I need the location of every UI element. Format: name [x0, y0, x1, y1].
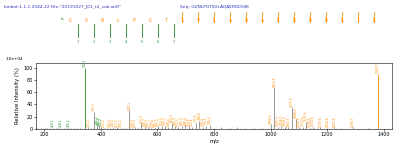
- Text: 285.1: 285.1: [66, 118, 70, 127]
- Text: 430.2: 430.2: [108, 118, 112, 127]
- Text: 470.2: 470.2: [119, 118, 123, 127]
- Text: 614.3: 614.3: [160, 116, 164, 125]
- Text: D: D: [324, 18, 328, 23]
- Text: 258.1: 258.1: [59, 118, 63, 127]
- Text: G: G: [340, 18, 344, 23]
- Text: 698.4: 698.4: [183, 116, 187, 125]
- Text: 650.3: 650.3: [170, 114, 174, 122]
- Text: Seq: GVNLPGTSVLAQAERDDGIK: Seq: GVNLPGTSVLAQAERDDGIK: [180, 5, 249, 9]
- Text: 1025.5: 1025.5: [276, 116, 280, 126]
- Text: 393.2: 393.2: [97, 116, 101, 125]
- Text: E: E: [276, 18, 280, 23]
- Text: 578.3: 578.3: [149, 118, 153, 127]
- Text: 1113.6: 1113.6: [301, 116, 305, 126]
- Text: A: A: [260, 18, 264, 23]
- Text: 1225.6: 1225.6: [332, 116, 336, 127]
- Text: L: L: [116, 18, 120, 23]
- Text: 1050.5: 1050.5: [283, 115, 287, 126]
- Text: 1125.6: 1125.6: [304, 111, 308, 121]
- Text: 3: 3: [109, 40, 111, 44]
- Text: V: V: [196, 18, 200, 23]
- Text: 626.3: 626.3: [163, 117, 167, 125]
- Text: 672.3: 672.3: [176, 117, 180, 126]
- Text: 457.2: 457.2: [115, 118, 119, 127]
- Text: 443.2: 443.2: [111, 117, 115, 126]
- Text: 590.3: 590.3: [153, 118, 157, 127]
- Text: 710.4: 710.4: [187, 117, 191, 126]
- Text: V: V: [84, 18, 88, 23]
- Text: R: R: [292, 18, 296, 23]
- Text: D: D: [308, 18, 312, 23]
- Text: Ionbot:1.1.1.2044.22 File:"20191027_J01_t2_cab.wiff": Ionbot:1.1.1.2044.22 File:"20191027_J01_…: [4, 5, 121, 9]
- Text: 1075.5: 1075.5: [290, 96, 294, 107]
- Text: 785.4: 785.4: [208, 116, 212, 124]
- Text: P: P: [132, 18, 136, 23]
- Text: 543.3: 543.3: [140, 114, 144, 123]
- Text: G: G: [148, 18, 152, 23]
- Text: S: S: [180, 18, 184, 23]
- Text: 760.4: 760.4: [201, 117, 205, 126]
- Text: 556.3: 556.3: [143, 117, 147, 126]
- Text: K: K: [372, 18, 376, 23]
- Text: b: b: [61, 17, 63, 21]
- Text: 1: 1: [77, 40, 79, 44]
- Text: 735.4: 735.4: [194, 113, 198, 122]
- Text: 1150.6: 1150.6: [311, 116, 315, 126]
- Text: 385.2: 385.2: [95, 115, 99, 124]
- Text: 601.3: 601.3: [156, 117, 160, 126]
- Text: 1088.6: 1088.6: [294, 108, 298, 118]
- Text: 685.4: 685.4: [180, 116, 184, 125]
- Text: 375.2: 375.2: [92, 102, 96, 111]
- Y-axis label: Relative Intensity (%): Relative Intensity (%): [15, 67, 20, 124]
- Text: 1138.6: 1138.6: [308, 116, 312, 127]
- Text: Q: Q: [244, 18, 248, 23]
- Text: 748.4: 748.4: [198, 112, 202, 120]
- Text: 229.1: 229.1: [51, 118, 55, 127]
- Text: A: A: [228, 18, 232, 23]
- Text: T: T: [164, 18, 168, 23]
- Text: 1380.7: 1380.7: [376, 63, 380, 73]
- Text: 5: 5: [141, 40, 143, 44]
- Text: 7: 7: [173, 40, 175, 44]
- Text: 1038.5: 1038.5: [279, 114, 283, 125]
- Text: 772.4: 772.4: [204, 117, 208, 125]
- Text: 4: 4: [125, 40, 127, 44]
- Text: I: I: [356, 18, 360, 23]
- Text: 6: 6: [157, 40, 159, 44]
- Text: 355.2: 355.2: [86, 118, 90, 127]
- Text: G: G: [68, 18, 72, 23]
- Text: 638.3: 638.3: [166, 117, 170, 126]
- Text: 410.2: 410.2: [102, 118, 106, 127]
- Text: 1100.6: 1100.6: [297, 116, 301, 127]
- Text: 343.2: 343.2: [83, 59, 87, 67]
- Text: 1000.5: 1000.5: [269, 113, 273, 124]
- X-axis label: m/z: m/z: [209, 139, 219, 144]
- Text: 2: 2: [93, 40, 95, 44]
- Text: 722.4: 722.4: [190, 117, 194, 126]
- Text: 520.3: 520.3: [133, 118, 137, 127]
- Text: 1013.5: 1013.5: [272, 76, 276, 87]
- Text: 1.0e+04: 1.0e+04: [6, 57, 23, 62]
- Text: 400.2: 400.2: [99, 118, 103, 126]
- Text: 566.3: 566.3: [146, 118, 150, 127]
- Text: 1176.6: 1176.6: [318, 116, 322, 127]
- Text: 1290.7: 1290.7: [351, 116, 355, 127]
- Text: 510.3: 510.3: [130, 118, 134, 127]
- Text: 500.3: 500.3: [127, 101, 131, 110]
- Text: 1063.5: 1063.5: [286, 116, 290, 127]
- Text: 660.3: 660.3: [172, 116, 176, 125]
- Text: 1200.6: 1200.6: [325, 116, 329, 127]
- Text: N: N: [100, 18, 104, 23]
- Text: L: L: [212, 18, 216, 23]
